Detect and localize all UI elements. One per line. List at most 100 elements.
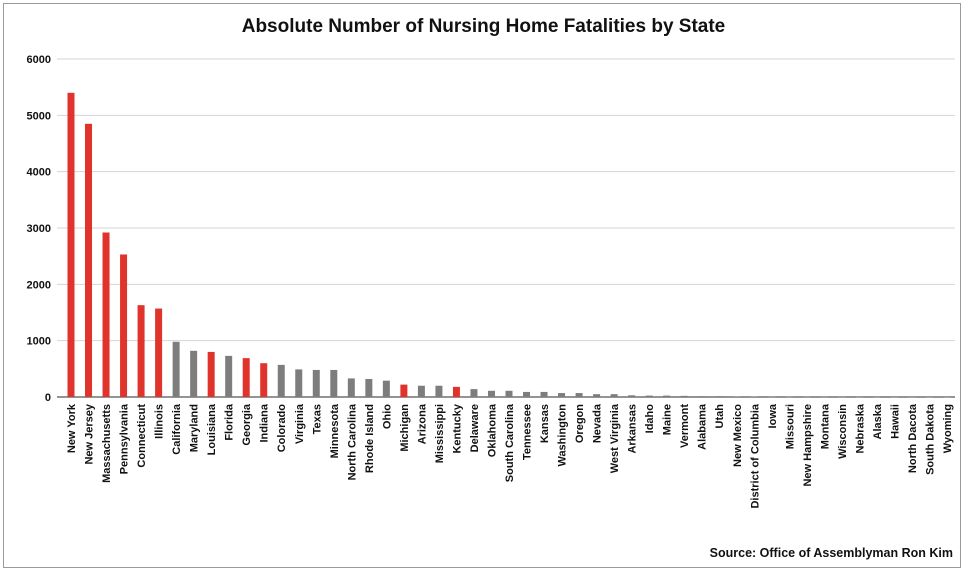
x-category-label: Minnesota [329, 403, 341, 458]
x-category-label: Maine [662, 404, 674, 435]
y-axis-tick-labels: 0 1000 2000 3000 4000 5000 6000 [27, 54, 51, 404]
bar [628, 395, 636, 397]
x-category-label: Hawaii [889, 404, 901, 439]
x-category-label: Nebraska [854, 403, 866, 453]
bar [330, 369, 338, 397]
bar [558, 393, 566, 397]
bar [435, 385, 443, 397]
x-category-label: Alabama [697, 403, 709, 450]
x-category-label: Washington [557, 404, 569, 467]
bar [855, 396, 863, 398]
x-category-label: Illinois [154, 404, 166, 439]
bar [452, 386, 460, 397]
x-category-label: Mississippi [434, 404, 446, 463]
bar [663, 395, 671, 397]
bar [925, 396, 933, 398]
x-category-label: Indiana [259, 403, 271, 442]
x-category-label: Michigan [399, 404, 411, 452]
y-tick-label: 6000 [27, 54, 51, 66]
bar [750, 396, 758, 398]
bar [102, 232, 110, 397]
bar [207, 351, 215, 397]
bar [347, 378, 355, 397]
y-tick-label: 2000 [27, 279, 51, 291]
x-category-label: Arizona [416, 403, 428, 444]
x-category-label: Montana [819, 403, 831, 449]
bar [487, 390, 495, 397]
bar [470, 389, 478, 397]
bar [505, 390, 513, 397]
x-category-label: Ohio [381, 404, 393, 429]
x-category-label: Pennsylvania [119, 403, 131, 474]
x-category-label: Delaware [469, 404, 481, 452]
bar [137, 305, 145, 397]
x-category-label: Utah [714, 404, 726, 429]
bar [645, 395, 653, 397]
bar [803, 396, 811, 398]
bar [295, 369, 303, 397]
x-category-label: Texas [311, 404, 323, 434]
bar [540, 391, 548, 397]
y-tick-label: 1000 [27, 336, 51, 348]
bar [890, 396, 898, 398]
bar [242, 358, 250, 397]
bar [190, 350, 198, 397]
y-tick-label: 3000 [27, 223, 51, 235]
x-category-label: California [171, 403, 183, 455]
bar [715, 396, 723, 397]
x-category-label: Alaska [872, 403, 884, 439]
x-category-label: New Mexico [732, 404, 744, 467]
x-category-label: New York [66, 403, 78, 453]
x-category-label: Oregon [574, 404, 586, 443]
bar [785, 396, 793, 398]
chart-title: Absolute Number of Nursing Home Fataliti… [241, 16, 726, 37]
chart-frame [3, 3, 961, 568]
bar [225, 355, 233, 397]
x-category-label: Louisiana [206, 403, 218, 455]
bar [312, 369, 320, 397]
bar [698, 396, 706, 397]
x-category-label: New Jersey [84, 403, 96, 464]
bar [873, 396, 881, 398]
x-category-label: Wisconsin [837, 404, 849, 459]
bar [820, 396, 828, 398]
bar [733, 396, 741, 397]
x-category-label: Tennessee [522, 404, 534, 460]
bar [400, 384, 408, 397]
x-category-label: New Hampshire [802, 404, 814, 487]
bar [277, 364, 285, 397]
x-category-label: District of Columbia [749, 403, 761, 508]
bar [680, 395, 688, 397]
y-tick-label: 5000 [27, 110, 51, 122]
x-category-label: Nevada [592, 403, 604, 443]
x-category-label: West Virginia [609, 403, 621, 473]
x-category-label: Connecticut [136, 404, 148, 468]
x-category-label: Georgia [241, 403, 253, 445]
x-category-label: North Dacota [907, 403, 919, 473]
bar [943, 396, 951, 398]
y-tick-label: 0 [45, 392, 51, 404]
bar [260, 363, 268, 397]
x-category-label: South Dakota [924, 403, 936, 475]
bars [67, 92, 951, 398]
x-category-label: South Carolina [504, 403, 516, 482]
bar [838, 396, 846, 398]
bar [382, 380, 390, 397]
x-category-label: North Carolina [346, 403, 358, 480]
bar [365, 378, 373, 397]
x-category-label: Wyoming [942, 404, 954, 453]
x-category-label: Arkansas [627, 404, 639, 454]
x-category-label: Iowa [767, 403, 779, 428]
x-category-label: Kansas [539, 404, 551, 443]
x-category-label: Florida [224, 403, 236, 441]
bar [85, 123, 93, 398]
source-note: Source: Office of Assemblyman Ron Kim [709, 546, 953, 560]
x-category-label: Rhode Island [364, 404, 376, 473]
x-category-label: Maryland [189, 404, 201, 452]
bar [155, 308, 163, 397]
x-category-label: Virginia [294, 403, 306, 444]
x-category-label: Kentucky [451, 403, 463, 453]
bar [417, 385, 425, 397]
bar [575, 393, 583, 397]
